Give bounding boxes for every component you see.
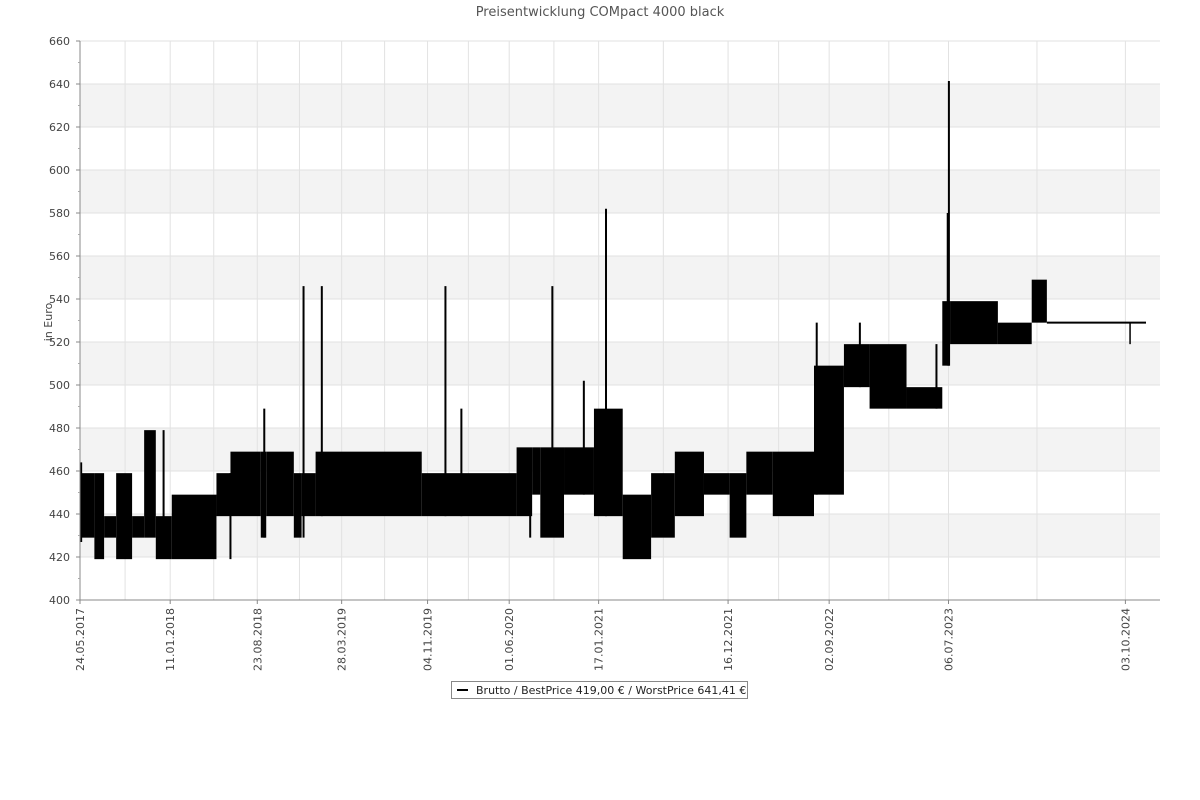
y-axis-label: in Euro [42,303,55,342]
y-tick-label: 440 [49,508,70,521]
price-band [421,473,517,517]
x-tick-label: 06.07.2023 [943,608,956,671]
x-tick-label: 02.09.2022 [823,608,836,671]
x-tick-label: 03.10.2024 [1119,608,1132,671]
price-band [622,494,652,560]
price-band [869,344,907,409]
price-band [315,451,422,517]
x-tick-label: 24.05.2017 [74,608,87,671]
price-band [144,430,156,538]
price-band [593,408,623,517]
series-brutto [80,80,1147,560]
price-band [942,301,951,366]
x-tick-label: 28.03.2019 [336,608,349,671]
price-band [746,451,773,495]
x-tick-label: 23.08.2018 [251,608,264,671]
y-tick-label: 660 [49,35,70,48]
y-tick-label: 400 [49,594,70,607]
y-tick-label: 620 [49,121,70,134]
grid-band [80,84,1160,127]
grid-band [80,170,1160,213]
y-tick-label: 480 [49,422,70,435]
price-band [950,301,998,345]
price-band [301,473,316,517]
price-band [772,451,814,517]
chart-title: Preisentwicklung COMpact 4000 black [475,5,725,20]
x-tick-label: 04.11.2019 [422,608,435,671]
price-band [651,473,675,538]
legend-text: Brutto / BestPrice 419,00 € / WorstPrice… [476,683,747,697]
price-band [266,451,294,517]
x-ticks: 24.05.2017 11.01.2018 23.08.2018 28.03.2019… [74,600,1132,671]
price-band [230,451,261,517]
price-band [906,387,943,409]
y-tick-label: 500 [49,379,70,392]
y-tick-label: 520 [49,336,70,349]
y-tick-label: 600 [49,164,70,177]
price-band [703,473,730,495]
price-band [997,322,1032,345]
price-band [1031,279,1047,323]
grid-band [80,514,1160,557]
grid-band [80,342,1160,385]
price-band [216,473,231,517]
price-band [674,451,704,517]
price-band [843,344,870,388]
price-band [516,447,533,517]
price-band [293,473,302,538]
legend-swatch [457,689,468,691]
price-band [104,516,117,538]
y-tick-label: 420 [49,551,70,564]
y-tick-label: 460 [49,465,70,478]
grid-band [80,256,1160,299]
y-tick-label: 640 [49,78,70,91]
x-tick-label: 01.06.2020 [503,608,516,671]
x-tick-label: 17.01.2021 [593,608,606,671]
price-band [132,516,145,538]
price-band [813,365,844,495]
x-tick-label: 16.12.2021 [722,608,735,671]
y-tick-label: 540 [49,293,70,306]
price-band [171,494,217,560]
price-band [80,473,95,538]
grid-bands [80,84,1160,557]
y-tick-label: 560 [49,250,70,263]
price-band [94,473,105,560]
y-tick-label: 580 [49,207,70,220]
price-band [532,447,541,495]
price-band [729,473,747,538]
price-band [116,473,133,560]
price-band [564,447,594,495]
x-tick-label: 11.01.2018 [164,608,177,671]
legend: Brutto / BestPrice 419,00 € / WorstPrice… [451,681,748,699]
y-ticks: 400 420 440 460 480 500 520 540 560 580 600 620 640 6… [49,35,80,607]
